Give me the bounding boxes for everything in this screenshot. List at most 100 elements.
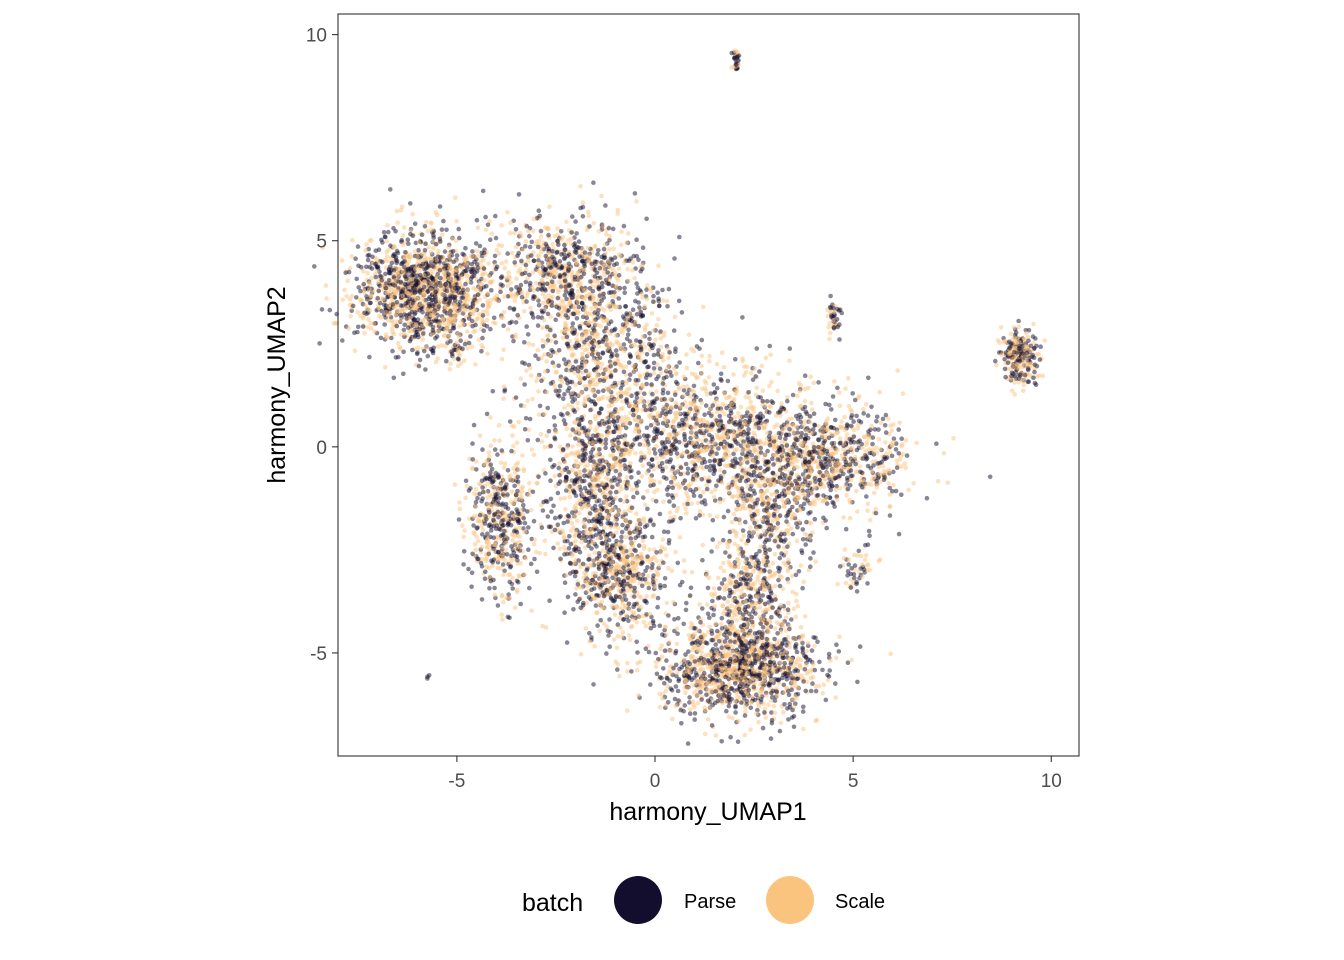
- point-parse: [746, 390, 751, 395]
- point-parse: [546, 232, 551, 238]
- point-scale: [694, 465, 699, 471]
- point-scale: [385, 223, 390, 228]
- point-scale: [428, 250, 434, 255]
- point-scale: [664, 298, 670, 304]
- point-scale: [471, 285, 476, 291]
- point-parse: [711, 471, 716, 477]
- point-parse: [442, 309, 447, 314]
- point-parse: [672, 392, 678, 398]
- point-parse: [649, 457, 655, 462]
- point-scale: [903, 438, 909, 443]
- point-scale: [414, 302, 419, 308]
- point-scale: [707, 407, 713, 412]
- point-scale: [873, 445, 879, 451]
- point-scale: [613, 333, 619, 339]
- point-parse: [420, 261, 426, 267]
- point-parse: [582, 376, 587, 381]
- point-parse: [781, 476, 787, 482]
- point-scale: [709, 427, 715, 432]
- point-parse: [377, 300, 383, 306]
- point-scale: [575, 288, 581, 294]
- point-scale: [384, 290, 390, 296]
- point-scale: [622, 436, 627, 442]
- point-scale: [550, 242, 555, 247]
- point-parse: [550, 249, 555, 254]
- point-parse: [606, 281, 611, 287]
- point-parse: [433, 241, 439, 247]
- point-parse: [536, 302, 542, 308]
- point-parse: [637, 442, 643, 447]
- point-scale: [869, 423, 874, 429]
- point-parse: [632, 191, 638, 196]
- point-parse: [473, 241, 479, 246]
- point-scale: [669, 405, 675, 411]
- point-parse: [524, 223, 530, 229]
- point-parse: [454, 253, 460, 258]
- point-scale: [721, 364, 727, 370]
- point-scale: [819, 481, 825, 487]
- point-scale: [352, 348, 358, 354]
- point-scale: [477, 285, 483, 291]
- point-scale: [640, 383, 645, 388]
- point-parse: [889, 453, 895, 459]
- point-scale: [542, 411, 547, 417]
- point-scale: [861, 407, 866, 412]
- point-scale: [640, 295, 645, 300]
- point-parse: [441, 218, 446, 224]
- point-parse: [565, 388, 571, 394]
- point-scale: [415, 254, 421, 260]
- point-parse: [732, 437, 738, 443]
- point-parse: [601, 255, 607, 261]
- point-parse: [356, 285, 362, 290]
- point-parse: [355, 329, 360, 335]
- point-scale: [711, 440, 717, 445]
- point-scale: [809, 400, 814, 406]
- point-parse: [390, 348, 395, 354]
- point-scale: [371, 321, 377, 326]
- point-parse: [349, 308, 355, 314]
- point-parse: [422, 348, 427, 354]
- point-scale: [485, 301, 491, 307]
- point-parse: [699, 477, 705, 482]
- point-scale: [693, 405, 699, 411]
- point-parse: [767, 343, 772, 349]
- point-parse: [460, 251, 465, 257]
- point-parse: [640, 313, 646, 319]
- point-scale: [727, 453, 732, 458]
- point-parse: [401, 327, 407, 333]
- point-scale: [608, 265, 613, 271]
- point-scale: [714, 544, 720, 550]
- point-parse: [589, 340, 594, 345]
- point-parse: [573, 219, 578, 224]
- point-parse: [376, 288, 382, 294]
- point-scale: [485, 311, 490, 317]
- point-parse: [418, 287, 423, 293]
- point-parse: [319, 307, 325, 312]
- point-parse: [491, 315, 497, 321]
- point-parse: [629, 318, 634, 324]
- point-parse: [469, 318, 475, 324]
- point-scale: [779, 401, 784, 406]
- point-parse: [646, 364, 651, 370]
- point-parse: [874, 414, 880, 420]
- point-parse: [519, 258, 524, 264]
- point-parse: [383, 285, 389, 291]
- point-parse: [423, 241, 428, 246]
- point-scale: [603, 251, 608, 256]
- point-parse: [871, 463, 876, 468]
- point-scale: [871, 474, 876, 480]
- point-parse: [727, 444, 733, 449]
- point-parse: [712, 390, 717, 396]
- point-parse: [634, 395, 640, 401]
- point-scale: [574, 260, 579, 266]
- point-parse: [392, 283, 398, 288]
- point-scale: [540, 325, 545, 331]
- point-scale: [801, 464, 807, 469]
- point-scale: [842, 427, 848, 433]
- point-parse: [605, 270, 610, 275]
- point-scale: [509, 489, 515, 495]
- point-parse: [616, 434, 621, 440]
- point-scale: [364, 242, 369, 247]
- point-parse: [691, 383, 697, 389]
- point-parse: [562, 392, 567, 397]
